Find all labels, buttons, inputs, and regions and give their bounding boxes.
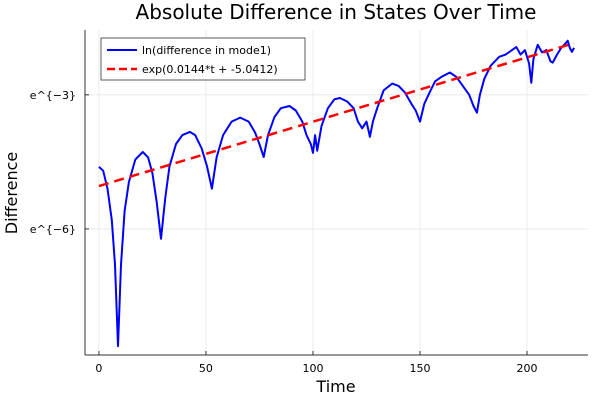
legend-label-1: exp(0.0144*t + -5.0412) (142, 63, 278, 76)
x-tick-label: 50 (199, 362, 213, 375)
x-axis-label: Time (315, 377, 355, 396)
grid (85, 30, 588, 355)
x-tick-label: 100 (302, 362, 323, 375)
axes: 0 50 100 150 200 e^{−3} e^{−6} (30, 30, 588, 375)
x-tick-label: 150 (409, 362, 430, 375)
y-axis-label: Difference (2, 152, 21, 234)
series-line-fit (98, 41, 575, 188)
legend-label-0: ln(difference in mode1) (142, 44, 271, 57)
series-layer (98, 39, 575, 348)
chart-title: Absolute Difference in States Over Time (136, 0, 537, 24)
series-line-difference (98, 39, 575, 348)
y-tick-label: e^{−6} (30, 223, 76, 236)
legend: ln(difference in mode1) exp(0.0144*t + -… (100, 37, 306, 81)
x-tick-label: 0 (95, 362, 102, 375)
x-tick-label: 200 (516, 362, 537, 375)
y-tick-label: e^{−3} (30, 89, 76, 102)
